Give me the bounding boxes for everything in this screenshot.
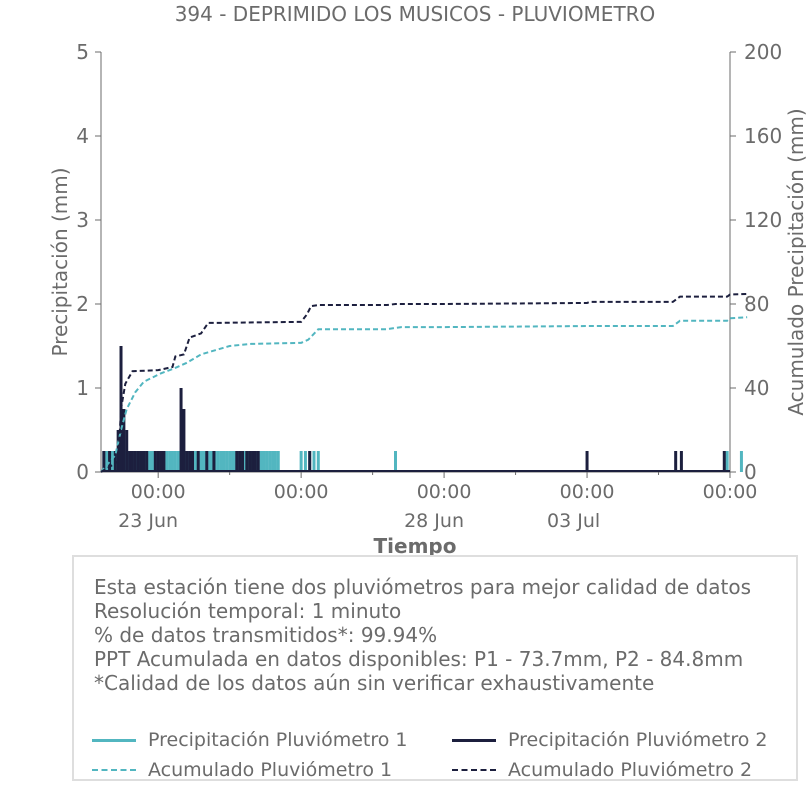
y-axis-left-label: Precipitación (mm) <box>48 167 72 356</box>
info-text: Esta estación tiene dos pluviómetros par… <box>94 575 751 695</box>
legend-swatch-cum-p1-dashed <box>92 769 136 771</box>
y-right-tick-label: 80 <box>744 292 769 316</box>
y-left-tick-label: 1 <box>76 376 89 400</box>
axes-group <box>100 52 731 473</box>
legend-label-p1: Precipitación Pluviómetro 1 <box>148 729 408 751</box>
legend-item-cum-p2: Acumulado Pluviómetro 2 <box>452 759 752 781</box>
y-right-tick-label: 200 <box>744 40 782 64</box>
y-left-tick-label: 4 <box>76 124 89 148</box>
info-line-quality-note: *Calidad de los datos aún sin verificar … <box>94 671 655 695</box>
info-line-resolution: Resolución temporal: 1 minuto <box>94 599 402 623</box>
x-tick-time-label: 00:00 <box>274 481 329 503</box>
chart-title: 394 - DEPRIMIDO LOS MUSICOS - PLUVIOMETR… <box>175 2 656 26</box>
info-line-stations: Esta estación tiene dos pluviómetros par… <box>94 575 752 599</box>
legend-label-cum-p2: Acumulado Pluviómetro 2 <box>508 759 753 781</box>
x-tick-time-label: 00:00 <box>417 481 472 503</box>
y-right-tick-label: 40 <box>744 376 769 400</box>
legend-item-p2: Precipitación Pluviómetro 2 <box>452 729 768 751</box>
rainfall-chart: 394 - DEPRIMIDO LOS MUSICOS - PLUVIOMETR… <box>48 2 806 558</box>
y-right-tick-label: 160 <box>744 124 782 148</box>
series-p2-bars <box>101 346 730 472</box>
x-tick-date-label: 23 Jun <box>118 510 178 532</box>
legend-item-cum-p1: Acumulado Pluviómetro 1 <box>92 759 392 781</box>
legend-label-p2: Precipitación Pluviómetro 2 <box>508 729 768 751</box>
x-tick-time-label: 00:00 <box>703 481 758 503</box>
x-tick-time-label: 00:00 <box>560 481 615 503</box>
info-panel: Esta estación tiene dos pluviómetros par… <box>72 555 798 781</box>
x-tick-date-label: 03 Jul <box>547 510 600 532</box>
y-left-tick-label: 0 <box>76 460 89 484</box>
x-axis-label: Tiempo <box>374 534 457 558</box>
legend-swatch-cum-p2-dashed <box>452 769 496 771</box>
info-line-transmitted: % de datos transmitidos*: 99.94% <box>94 623 438 647</box>
y-axis-right-label: Acumulado Precipitación (mm) <box>784 108 806 415</box>
cumulative-lines <box>100 292 748 473</box>
info-line-accumulated: PPT Acumulada en datos disponibles: P1 -… <box>94 647 744 671</box>
y-right-tick-label: 0 <box>744 460 757 484</box>
legend-swatch-p2-solid <box>452 738 496 742</box>
y-right-tick-label: 120 <box>744 208 782 232</box>
cumulative-line <box>100 292 748 473</box>
legend-swatch-p1-solid <box>92 738 136 742</box>
legend: Precipitación Pluviómetro 1 Precipitació… <box>92 729 792 789</box>
legend-label-cum-p1: Acumulado Pluviómetro 1 <box>148 759 393 781</box>
cumulative-line <box>100 316 748 473</box>
legend-item-p1: Precipitación Pluviómetro 1 <box>92 729 408 751</box>
tick-labels: 0 1 2 3 4 5 0 40 80 120 160 200 00:00 23 Jun 00:00 00:0… <box>76 40 782 532</box>
y-left-tick-label: 3 <box>76 208 89 232</box>
x-tick-time-label: 00:00 <box>131 481 186 503</box>
y-left-tick-label: 2 <box>76 292 89 316</box>
y-left-tick-label: 5 <box>76 40 89 64</box>
x-tick-date-label: 28 Jun <box>404 510 464 532</box>
